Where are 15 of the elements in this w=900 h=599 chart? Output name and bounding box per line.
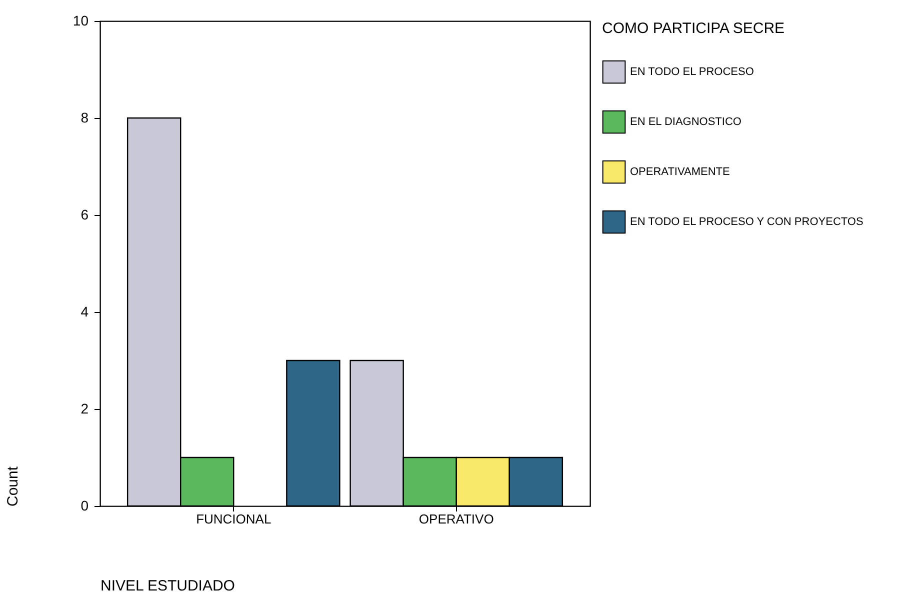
x-axis-title: NIVEL ESTUDIADO xyxy=(100,578,235,594)
legend-label: OPERATIVAMENTE xyxy=(630,166,730,178)
y-tick-label: 10 xyxy=(72,12,89,28)
y-tick-label: 6 xyxy=(80,206,89,222)
legend-label: EN EL DIAGNOSTICO xyxy=(630,116,742,128)
y-axis-title: Count xyxy=(4,466,22,506)
y-tick-label: 8 xyxy=(80,110,89,126)
legend-label: EN TODO EL PROCESO Y CON PROYECTOS xyxy=(630,216,864,228)
y-tick-label: 4 xyxy=(80,304,89,320)
x-tick-label: OPERATIVO xyxy=(418,512,494,526)
legend-title: COMO PARTICIPA SECRE xyxy=(602,20,785,37)
legend-label: EN TODO EL PROCESO xyxy=(630,66,754,78)
y-tick-label: 0 xyxy=(80,498,89,514)
x-tick-label: FUNCIONAL xyxy=(196,512,272,526)
y-tick-label: 2 xyxy=(80,400,89,416)
